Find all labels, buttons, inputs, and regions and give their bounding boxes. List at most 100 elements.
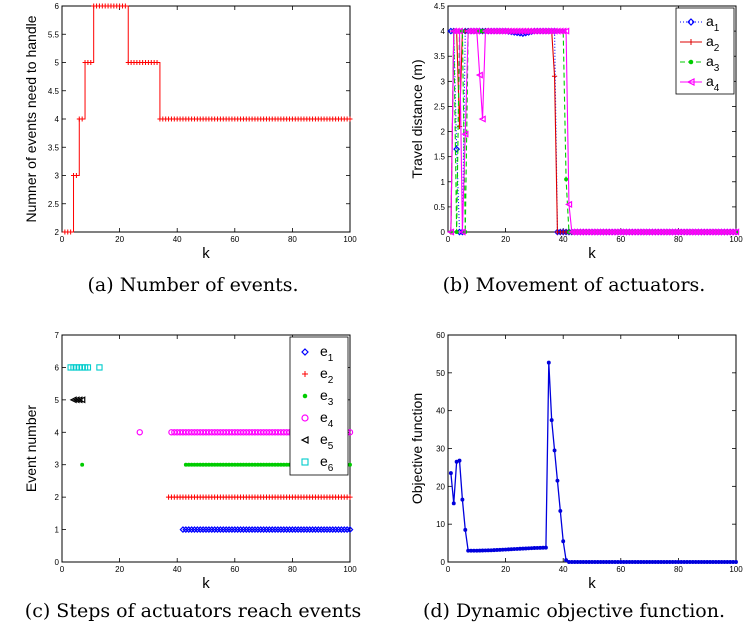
data-point bbox=[238, 462, 243, 467]
data-point bbox=[122, 3, 128, 9]
data-point bbox=[457, 458, 462, 463]
legend-label: a3 bbox=[706, 53, 720, 74]
data-point bbox=[232, 462, 237, 467]
x-tick-label: 40 bbox=[173, 565, 182, 574]
x-tick-label: 100 bbox=[343, 235, 357, 244]
legend-label: a2 bbox=[706, 33, 720, 54]
data-point bbox=[565, 200, 573, 208]
x-tick-label: 0 bbox=[446, 565, 451, 574]
y-tick-label: 1 bbox=[441, 178, 446, 187]
y-tick-label: 3 bbox=[55, 461, 60, 470]
data-point bbox=[679, 560, 684, 564]
data-point bbox=[347, 116, 353, 122]
y-tick-label: 4.5 bbox=[434, 2, 446, 11]
caption-d: (d) Dynamic objective function. bbox=[422, 600, 725, 622]
data-point bbox=[615, 560, 620, 564]
y-tick-label: 60 bbox=[436, 331, 445, 340]
data-point bbox=[206, 462, 211, 467]
data-point bbox=[192, 462, 197, 467]
x-tick-label: 100 bbox=[729, 235, 743, 244]
data-point bbox=[227, 462, 231, 467]
x-tick-label: 80 bbox=[674, 235, 683, 244]
data-point bbox=[258, 462, 263, 467]
data-point bbox=[567, 560, 571, 564]
data-point bbox=[201, 462, 206, 467]
data-point bbox=[601, 560, 606, 564]
data-point bbox=[446, 228, 455, 236]
data-point bbox=[284, 462, 289, 467]
data-point bbox=[575, 560, 580, 564]
x-tick-label: 20 bbox=[115, 565, 124, 574]
x-tick-label: 100 bbox=[343, 565, 357, 574]
x-tick-label: 60 bbox=[230, 565, 239, 574]
data-point bbox=[88, 60, 94, 65]
data-point bbox=[578, 560, 583, 564]
data-point bbox=[281, 462, 286, 467]
y-tick-label: 20 bbox=[436, 482, 445, 491]
legend-box bbox=[289, 336, 349, 476]
data-point bbox=[561, 539, 566, 544]
data-point bbox=[636, 560, 641, 564]
data-point bbox=[520, 546, 525, 551]
data-point bbox=[497, 547, 502, 552]
y-tick-label: 0.5 bbox=[434, 203, 446, 212]
y-tick-label: 3.5 bbox=[434, 52, 446, 61]
y-tick-label: 50 bbox=[436, 369, 445, 378]
y-tick-label: 1.5 bbox=[434, 153, 446, 162]
data-point bbox=[551, 73, 558, 79]
data-point bbox=[247, 462, 252, 467]
data-point bbox=[451, 501, 456, 506]
data-point bbox=[472, 27, 480, 35]
data-point bbox=[183, 462, 188, 467]
data-point bbox=[711, 560, 715, 564]
data-point bbox=[512, 547, 517, 552]
y-tick-label: 30 bbox=[436, 445, 445, 454]
legend-marker bbox=[301, 458, 309, 466]
data-point bbox=[235, 462, 240, 467]
x-tick-label: 20 bbox=[501, 565, 510, 574]
data-point bbox=[78, 396, 86, 404]
x-axis-label: k bbox=[202, 245, 210, 262]
data-point bbox=[267, 462, 272, 467]
y-tick-label: 7 bbox=[55, 331, 60, 340]
data-point bbox=[587, 560, 592, 564]
y-tick-label: 10 bbox=[436, 520, 445, 529]
data-point bbox=[255, 462, 260, 467]
data-point bbox=[532, 546, 537, 550]
data-point bbox=[541, 545, 545, 550]
y-tick-label: 3.5 bbox=[48, 143, 60, 152]
data-point bbox=[276, 462, 280, 467]
data-point bbox=[475, 71, 483, 79]
y-tick-label: 2.5 bbox=[434, 102, 446, 111]
data-point bbox=[154, 60, 160, 65]
series-e1 bbox=[179, 526, 354, 534]
data-point bbox=[466, 548, 471, 553]
data-point bbox=[509, 547, 514, 552]
x-tick-label: 80 bbox=[674, 565, 683, 574]
y-tick-label: 2 bbox=[55, 228, 60, 237]
data-point bbox=[538, 545, 543, 550]
data-point bbox=[559, 27, 567, 35]
legend-label: a4 bbox=[706, 73, 720, 94]
y-tick-label: 3 bbox=[441, 77, 446, 86]
data-point bbox=[581, 560, 586, 564]
data-point bbox=[630, 560, 635, 564]
data-point bbox=[562, 27, 570, 35]
data-point bbox=[204, 462, 208, 467]
data-point bbox=[469, 27, 478, 35]
y-tick-label: 4 bbox=[441, 27, 446, 36]
y-tick-label: 2 bbox=[55, 493, 60, 502]
caption-c: (c) Steps of actuators reach events bbox=[24, 600, 362, 622]
y-tick-label: 0 bbox=[441, 228, 446, 237]
data-point bbox=[209, 462, 214, 467]
x-tick-label: 40 bbox=[559, 235, 568, 244]
data-point bbox=[732, 228, 740, 236]
data-point bbox=[526, 546, 531, 551]
x-tick-label: 80 bbox=[288, 565, 297, 574]
data-point bbox=[731, 560, 736, 564]
data-point bbox=[722, 560, 727, 564]
legend-marker bbox=[301, 348, 309, 356]
data-point bbox=[708, 560, 713, 564]
data-point bbox=[453, 145, 461, 153]
data-point bbox=[644, 560, 649, 564]
